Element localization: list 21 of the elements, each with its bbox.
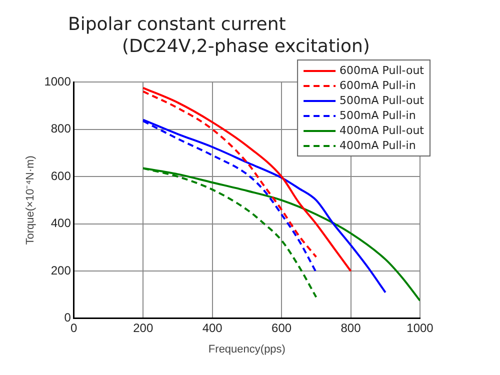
y-axis-title: Torque(×10⁻⁴N·m) [24, 156, 37, 245]
legend-label: 400mA Pull-out [340, 124, 425, 137]
legend-label: 500mA Pull-out [340, 94, 425, 107]
x-tick-label: 200 [133, 320, 154, 335]
chart-title: Bipolar constant current [68, 14, 286, 35]
y-tick-label: 200 [50, 263, 72, 278]
y-tick-label: 800 [50, 122, 72, 136]
x-tick-label: 1000 [406, 320, 434, 335]
legend-label: 600mA Pull-in [340, 78, 416, 92]
legend-label: 500mA Pull-in [340, 108, 416, 122]
legend-label: 400mA Pull-in [340, 138, 416, 152]
y-tick-label: 0 [64, 310, 72, 325]
y-tick-label: 1000 [44, 74, 72, 88]
legend-label: 600mA Pull-out [340, 64, 425, 77]
x-tick-label: 400 [202, 320, 223, 335]
y-tick-label: 600 [50, 168, 72, 183]
y-tick-label: 400 [50, 216, 72, 230]
x-axis-title: Frequency(pps) [208, 343, 286, 356]
x-tick-label: 600 [272, 320, 292, 335]
x-tick-label: 800 [340, 320, 362, 335]
chart-subtitle: (DC24V,2-phase excitation) [122, 36, 370, 57]
